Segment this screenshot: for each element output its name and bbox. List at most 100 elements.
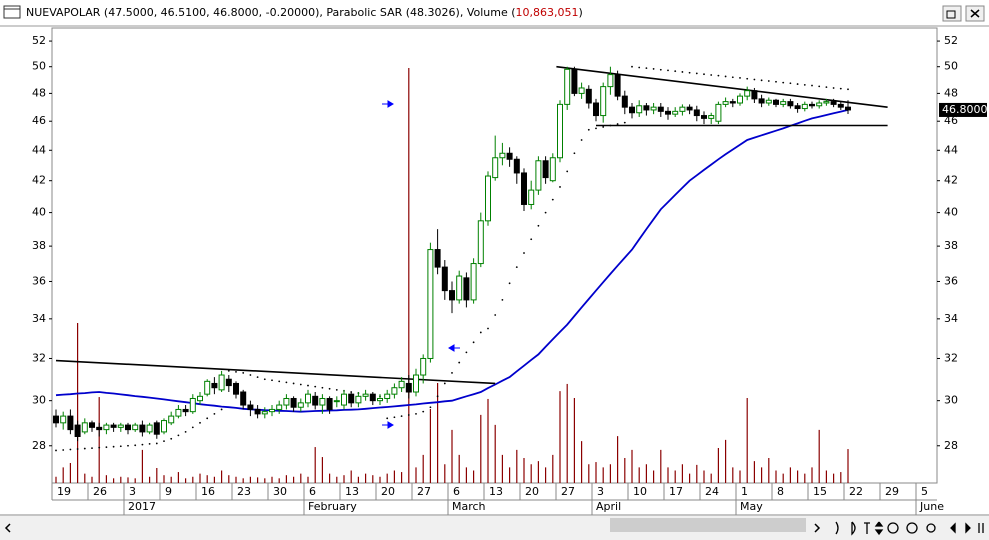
sar-dot bbox=[69, 448, 72, 451]
restore-icon bbox=[946, 10, 956, 19]
toolbar-icon[interactable] bbox=[835, 521, 839, 535]
sar-dot bbox=[839, 87, 842, 90]
sar-dot bbox=[328, 387, 331, 390]
sar-dot bbox=[623, 121, 626, 124]
sar-dot bbox=[652, 68, 655, 70]
month-label: April bbox=[596, 500, 621, 513]
scroll-left[interactable] bbox=[4, 523, 11, 533]
candle-body bbox=[125, 424, 131, 431]
candle-body bbox=[542, 160, 549, 179]
y-tick-label: 28 bbox=[32, 439, 46, 452]
candle-body bbox=[751, 90, 758, 100]
candle-body bbox=[240, 391, 247, 406]
y-tick-label-right: 40 bbox=[944, 206, 958, 219]
sar-dot bbox=[825, 86, 828, 89]
y-tick-label: 36 bbox=[32, 274, 46, 287]
candle-body bbox=[261, 411, 268, 415]
x-tick-label: 26 bbox=[93, 485, 107, 498]
candle-body bbox=[441, 266, 448, 292]
volume-header: 10,863,051 bbox=[516, 6, 579, 19]
toolbar-icon[interactable] bbox=[851, 521, 856, 536]
y-tick-label-right: 52 bbox=[944, 34, 958, 47]
y-tick-label: 44 bbox=[32, 143, 46, 156]
candle-body bbox=[708, 115, 715, 119]
candle-body bbox=[578, 87, 585, 94]
candle-body bbox=[535, 160, 542, 191]
sar-dot bbox=[703, 73, 705, 76]
toolbar-icon[interactable] bbox=[978, 523, 984, 533]
candle-body bbox=[629, 106, 635, 114]
sar-dot bbox=[494, 314, 497, 316]
candle-body bbox=[355, 395, 362, 404]
month-label: May bbox=[740, 500, 763, 513]
y-tick-label-right: 44 bbox=[944, 143, 958, 156]
candle-body bbox=[729, 101, 736, 104]
candle-body bbox=[499, 152, 506, 159]
y-tick-label: 48 bbox=[32, 86, 46, 99]
candle-body bbox=[218, 374, 225, 391]
candle-body bbox=[758, 98, 765, 104]
month-label: February bbox=[308, 500, 357, 513]
x-tick-label: 6 bbox=[309, 485, 316, 498]
sar-dot bbox=[465, 351, 468, 354]
candle-body bbox=[722, 101, 729, 105]
toolbar-icon[interactable] bbox=[864, 522, 870, 534]
candle-body bbox=[434, 249, 441, 268]
toolbar-icon[interactable] bbox=[887, 522, 899, 534]
y-tick-label-right: 50 bbox=[944, 60, 958, 73]
candle-body bbox=[571, 68, 578, 94]
sar-dot bbox=[472, 341, 475, 344]
y-tick-label: 42 bbox=[32, 174, 46, 187]
toolbar-icon[interactable] bbox=[906, 522, 918, 534]
sar-dot bbox=[249, 374, 252, 376]
last-value-box bbox=[939, 102, 987, 117]
y-tick-label-right: 46 bbox=[944, 114, 958, 127]
candle-body bbox=[585, 88, 592, 104]
sar-dot bbox=[170, 437, 173, 440]
candle-body bbox=[492, 157, 499, 179]
x-tick-label: 17 bbox=[669, 485, 683, 498]
sar-dot bbox=[587, 128, 590, 131]
sar-dot bbox=[695, 72, 698, 75]
candle-body bbox=[283, 397, 290, 406]
x-tick-label: 19 bbox=[57, 485, 71, 498]
sar-dot bbox=[710, 74, 713, 76]
restore-button[interactable] bbox=[942, 5, 962, 22]
scroll-right[interactable] bbox=[814, 523, 821, 533]
sar-dot bbox=[573, 152, 576, 155]
signal-arrow bbox=[382, 100, 394, 108]
candle-body bbox=[168, 415, 175, 424]
candle-body bbox=[189, 397, 196, 413]
toolbar-icon[interactable] bbox=[926, 523, 936, 533]
candle-body bbox=[362, 393, 369, 397]
candle-body bbox=[657, 106, 664, 112]
y-tick-label-right: 32 bbox=[944, 351, 958, 364]
sar-dot bbox=[832, 87, 835, 89]
sar-dot bbox=[415, 412, 417, 415]
sar-dot bbox=[91, 447, 93, 450]
candle-body bbox=[413, 374, 419, 393]
candle-body bbox=[449, 290, 455, 301]
candle-body bbox=[117, 424, 124, 428]
candle-body bbox=[521, 172, 527, 205]
candle-body bbox=[182, 408, 189, 413]
x-tick-label: 8 bbox=[777, 485, 784, 498]
sar-dot bbox=[220, 408, 223, 411]
sar-dot bbox=[501, 298, 504, 301]
candle-body bbox=[686, 106, 693, 111]
moving-average-line bbox=[55, 109, 849, 413]
candle-body bbox=[276, 404, 283, 410]
y-tick-label: 50 bbox=[32, 60, 46, 73]
toolbar-icon[interactable] bbox=[874, 521, 884, 536]
sar-dot bbox=[119, 445, 122, 448]
sar-dot bbox=[767, 80, 770, 82]
toolbar-icon[interactable] bbox=[950, 522, 971, 534]
candle-body bbox=[233, 382, 239, 395]
sar-dot bbox=[148, 443, 151, 445]
scroll-thumb[interactable] bbox=[610, 518, 806, 532]
sar-dot bbox=[515, 266, 518, 269]
candle-body bbox=[290, 397, 297, 408]
candle-body bbox=[254, 408, 261, 415]
sar-dot bbox=[98, 446, 101, 449]
